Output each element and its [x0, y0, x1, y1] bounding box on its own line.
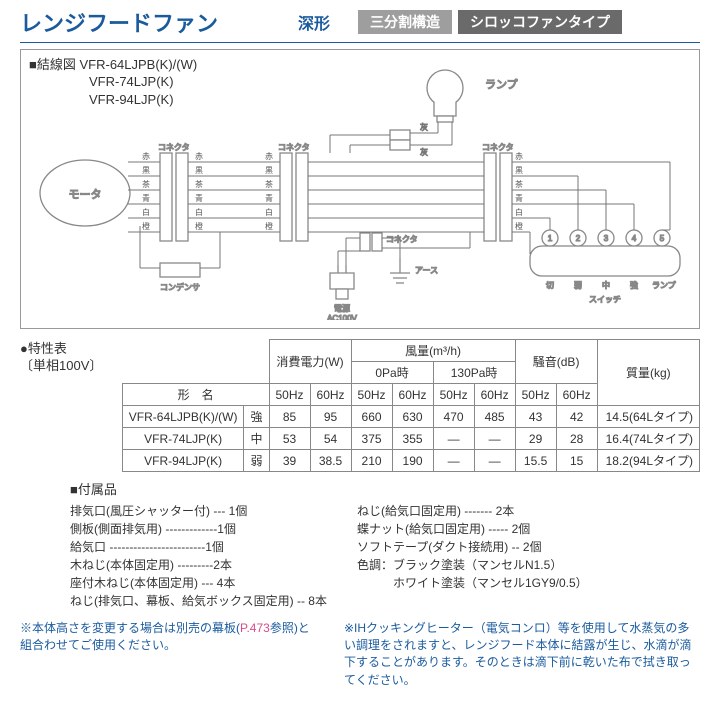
- list-item: 給気口 ------------------------1個: [70, 538, 327, 556]
- spec-subtitle: 〔単相100V〕: [20, 358, 122, 375]
- svg-text:ランプ: ランプ: [652, 281, 676, 290]
- svg-text:4: 4: [632, 234, 637, 243]
- svg-text:橙: 橙: [265, 221, 273, 231]
- list-item: 側板(側面排気用) -------------1個: [70, 520, 327, 538]
- note-right: ※IHクッキングヒーター（電気コンロ）等を使用して水蒸気の多い調理をされますと、…: [344, 620, 700, 690]
- list-item: ソフトテープ(ダクト接続用) -- 2個: [357, 538, 588, 556]
- accessories: ■付属品 排気口(風圧シャッター付) --- 1個 側板(側面排気用) ----…: [20, 480, 700, 610]
- spec-title: ●特性表: [20, 341, 122, 358]
- list-item: 座付木ねじ(本体固定用) --- 4本: [70, 574, 327, 592]
- ground-label: アース: [415, 266, 438, 275]
- svg-text:白: 白: [142, 207, 150, 217]
- svg-text:赤: 赤: [195, 152, 203, 161]
- footnotes: ※本体高さを変更する場合は別売の幕板(P.473参照)と組合わせてご使用ください…: [20, 620, 700, 690]
- table-row: VFR-64LJPB(K)/(W)強 8595 660630 470485 43…: [122, 406, 699, 428]
- note-left: ※本体高さを変更する場合は別売の幕板(P.473参照)と組合わせてご使用ください…: [20, 620, 320, 690]
- svg-text:中: 中: [602, 280, 610, 290]
- product-title: レンジフードファン: [20, 6, 218, 38]
- power-volt: AC100V: [327, 314, 357, 320]
- accessories-title: ■付属品: [70, 480, 700, 500]
- svg-text:橙: 橙: [515, 221, 523, 231]
- svg-text:橙: 橙: [142, 221, 150, 231]
- svg-text:赤: 赤: [265, 152, 273, 161]
- connector-label: コネクタ: [158, 143, 190, 152]
- svg-text:茶: 茶: [142, 179, 150, 189]
- switch-label: スイッチ: [589, 295, 621, 304]
- svg-text:3: 3: [604, 234, 609, 243]
- list-item: 排気口(風圧シャッター付) --- 1個: [70, 502, 327, 520]
- svg-text:1: 1: [548, 234, 553, 243]
- svg-text:灰: 灰: [420, 147, 428, 157]
- svg-text:茶: 茶: [195, 179, 203, 189]
- svg-text:赤: 赤: [142, 152, 150, 161]
- svg-text:2: 2: [576, 234, 581, 243]
- svg-text:茶: 茶: [515, 179, 523, 189]
- svg-text:青: 青: [515, 193, 523, 203]
- svg-text:白: 白: [265, 207, 273, 217]
- svg-text:黒: 黒: [265, 166, 273, 175]
- spec-section: ●特性表 〔単相100V〕 消費電力(W) 風量(m³/h) 騒音(dB) 質量…: [20, 339, 700, 472]
- svg-text:黒: 黒: [515, 166, 523, 175]
- svg-text:茶: 茶: [265, 179, 273, 189]
- list-item: 色調：ブラック塗装（マンセルN1.5）: [357, 556, 588, 574]
- svg-text:切: 切: [546, 281, 554, 290]
- connector-label: コネクタ: [278, 143, 310, 152]
- connector-label: コネクタ: [482, 143, 514, 152]
- fantype-label: シロッコファンタイプ: [458, 10, 622, 34]
- svg-text:青: 青: [265, 193, 273, 203]
- svg-text:橙: 橙: [195, 221, 203, 231]
- list-item: ホワイト塗装（マンセル1GY9/0.5）: [357, 574, 588, 592]
- svg-text:5: 5: [660, 234, 665, 243]
- svg-text:強: 強: [630, 280, 638, 290]
- list-item: ねじ(給気口固定用) ------- 2本: [357, 502, 588, 520]
- svg-text:弱: 弱: [574, 281, 582, 290]
- table-row: VFR-74LJP(K)中 5354 375355 —— 2928 16.4(7…: [122, 428, 699, 450]
- svg-text:灰: 灰: [420, 122, 428, 132]
- svg-text:黒: 黒: [142, 166, 150, 175]
- wiring-svg: モータ ランプ コネクタ コネクタ コネクタ コネクタ: [29, 58, 691, 320]
- page-ref: P.473: [240, 621, 270, 635]
- svg-text:白: 白: [195, 207, 203, 217]
- connector-label: コネクタ: [386, 235, 418, 244]
- svg-text:青: 青: [195, 193, 203, 203]
- svg-text:白: 白: [515, 207, 523, 217]
- shape-label: 深形: [298, 10, 330, 34]
- svg-text:青: 青: [142, 193, 150, 203]
- wiring-diagram: ■結線図 VFR-64LJPB(K)/(W) VFR-74LJP(K) VFR-…: [20, 49, 700, 329]
- power-label: 電源: [334, 304, 350, 313]
- motor-label: モータ: [69, 188, 102, 201]
- list-item: 木ねじ(本体固定用) ---------2本: [70, 556, 327, 574]
- spec-table: 消費電力(W) 風量(m³/h) 騒音(dB) 質量(kg) 0Pa時 130P…: [122, 339, 700, 472]
- svg-text:赤: 赤: [515, 152, 523, 161]
- svg-text:黒: 黒: [195, 166, 203, 175]
- lamp-label: ランプ: [485, 78, 518, 91]
- structure-label: 三分割構造: [358, 10, 452, 34]
- table-row: VFR-94LJP(K)弱 3938.5 210190 —— 15.515 18…: [122, 450, 699, 472]
- list-item: ねじ(排気口、幕板、給気ボックス固定用) -- 8本: [70, 592, 327, 610]
- header: レンジフードファン 深形 三分割構造 シロッコファンタイプ: [0, 0, 720, 42]
- capacitor-label: コンデンサ: [160, 282, 200, 292]
- header-rule: [20, 42, 700, 43]
- list-item: 蝶ナット(給気口固定用) ----- 2個: [357, 520, 588, 538]
